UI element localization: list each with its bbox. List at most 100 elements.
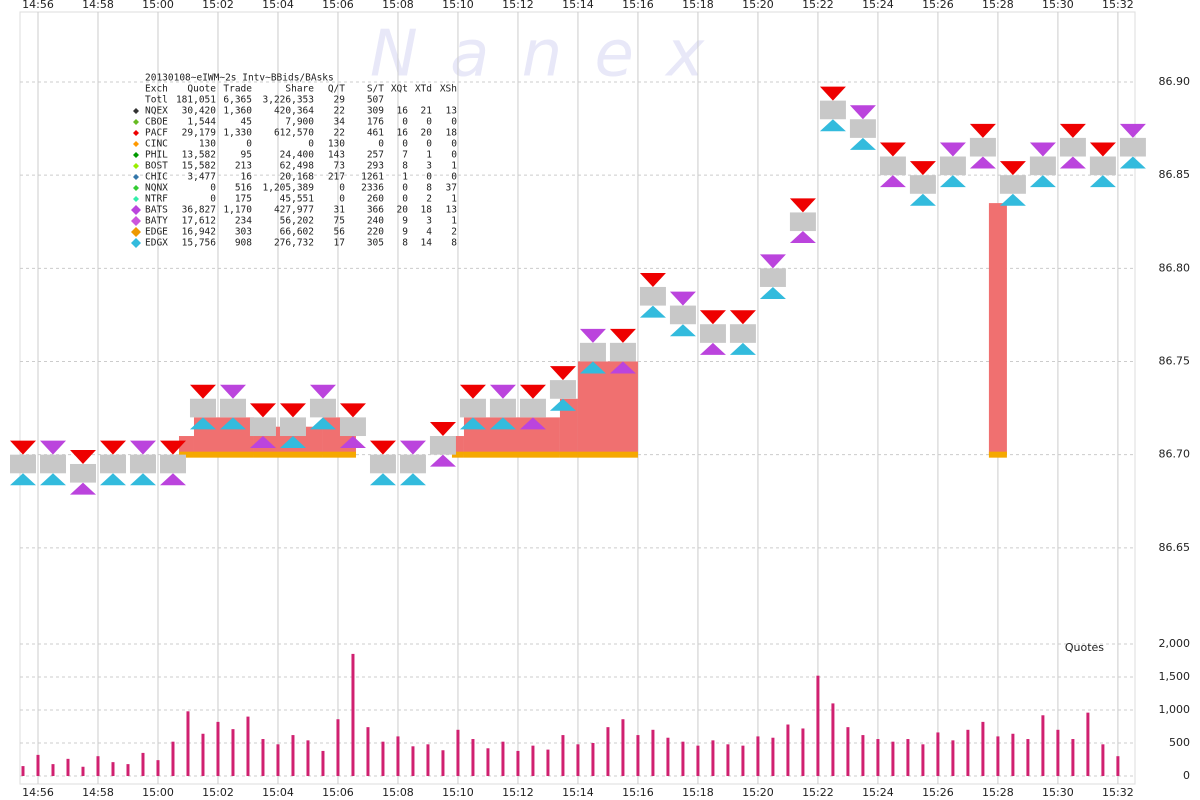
quote-band xyxy=(729,324,756,343)
x-tick-label: 14:58 xyxy=(82,0,114,11)
bar xyxy=(276,744,280,776)
x-tick-label: 15:12 xyxy=(502,786,534,799)
bid-marker xyxy=(69,482,96,495)
bar xyxy=(186,711,190,776)
x-tick-label: 15:32 xyxy=(1102,786,1134,799)
bar xyxy=(66,758,70,776)
legend-cell: BOST xyxy=(145,161,168,172)
bar xyxy=(1026,739,1030,776)
quote-band xyxy=(999,175,1026,194)
legend-cell: NQNX xyxy=(145,183,168,194)
bid-marker xyxy=(519,417,546,430)
ask-marker xyxy=(69,449,96,464)
base-line xyxy=(577,451,638,458)
bar xyxy=(96,756,100,776)
ask-marker xyxy=(1029,142,1056,157)
ask-marker xyxy=(1059,123,1086,138)
bar xyxy=(1041,715,1045,776)
bar xyxy=(246,716,250,776)
legend-marker xyxy=(131,227,141,237)
legend-cell: 2336 xyxy=(361,183,384,194)
legend-cell: 0 xyxy=(402,139,408,150)
x-tick-label: 15:32 xyxy=(1102,0,1134,11)
x-tick-label: 15:20 xyxy=(742,0,774,11)
legend-cell: 366 xyxy=(367,205,384,216)
quote-band xyxy=(279,417,306,437)
legend-cell: 13 xyxy=(446,106,457,117)
x-tick-label: 15:22 xyxy=(802,0,834,11)
bar xyxy=(531,745,535,776)
bar xyxy=(756,736,760,776)
legend-cell: 0 xyxy=(339,183,345,194)
bar xyxy=(336,719,340,776)
x-tick-label: 15:30 xyxy=(1042,0,1074,11)
quote-band xyxy=(909,175,936,194)
x-tick-label: 14:58 xyxy=(82,786,114,799)
bar xyxy=(591,743,595,776)
y-tick-label: 500 xyxy=(1169,736,1190,749)
ask-marker xyxy=(429,422,456,437)
bid-marker xyxy=(909,193,936,206)
x-tick-label: 15:18 xyxy=(682,0,714,11)
y-tick-label: 86.80 xyxy=(1159,261,1191,274)
bid-marker xyxy=(579,361,606,374)
bid-marker xyxy=(639,305,666,318)
ask-marker xyxy=(219,384,246,399)
area-segment xyxy=(988,203,1007,455)
legend-cell: 461 xyxy=(367,128,384,139)
bar xyxy=(216,721,220,776)
bar xyxy=(561,735,565,776)
bar xyxy=(351,653,355,776)
bar xyxy=(291,735,295,776)
bar xyxy=(681,741,685,776)
watermark: N a n e x xyxy=(370,18,710,92)
ask-marker xyxy=(1119,123,1146,138)
legend-cell: 0 xyxy=(378,139,384,150)
x-tick-label: 14:56 xyxy=(22,0,54,11)
legend-cell: 1,170 xyxy=(223,205,252,216)
area-segment xyxy=(451,436,464,455)
legend-cell: 507 xyxy=(367,95,384,106)
legend-cell: 234 xyxy=(235,216,252,227)
ask-marker xyxy=(699,310,726,325)
legend-cell: 22 xyxy=(334,128,345,139)
bar xyxy=(951,740,955,776)
bar xyxy=(1011,733,1015,776)
legend-cell: 15,756 xyxy=(182,238,217,249)
legend-cell: 15,582 xyxy=(182,161,216,172)
y-axis-label: Quotes xyxy=(1065,641,1104,654)
legend-header: Q/T xyxy=(328,84,345,95)
bid-marker xyxy=(99,473,126,486)
bid-marker xyxy=(129,473,156,486)
legend-cell: 1,360 xyxy=(223,106,252,117)
quote-band xyxy=(39,454,66,474)
quote-band xyxy=(639,286,666,306)
bar xyxy=(471,739,475,776)
x-tick-label: 14:56 xyxy=(22,786,54,799)
legend-marker xyxy=(133,185,139,191)
x-tick-label: 15:26 xyxy=(922,786,954,799)
legend-cell: 0 xyxy=(426,139,432,150)
quote-band xyxy=(69,463,96,483)
bar xyxy=(771,737,775,776)
legend-cell: 0 xyxy=(451,117,457,128)
x-tick-label: 15:06 xyxy=(322,786,354,799)
bid-marker xyxy=(819,119,846,132)
legend-cell: 240 xyxy=(367,216,384,227)
legend-cell: 66,602 xyxy=(280,227,314,238)
bar xyxy=(486,748,490,776)
bar xyxy=(81,766,85,776)
legend-marker xyxy=(133,108,139,114)
bar xyxy=(306,740,310,776)
quote-band xyxy=(1089,156,1116,176)
ask-marker xyxy=(819,86,846,101)
quote-band xyxy=(9,454,36,474)
legend-marker xyxy=(133,163,139,169)
legend-header: Trade xyxy=(223,84,252,95)
bid-marker xyxy=(279,436,306,449)
legend-cell: 0 xyxy=(308,139,314,150)
quote-band xyxy=(489,398,516,418)
bid-marker xyxy=(879,175,906,188)
legend-cell: 130 xyxy=(328,139,345,150)
